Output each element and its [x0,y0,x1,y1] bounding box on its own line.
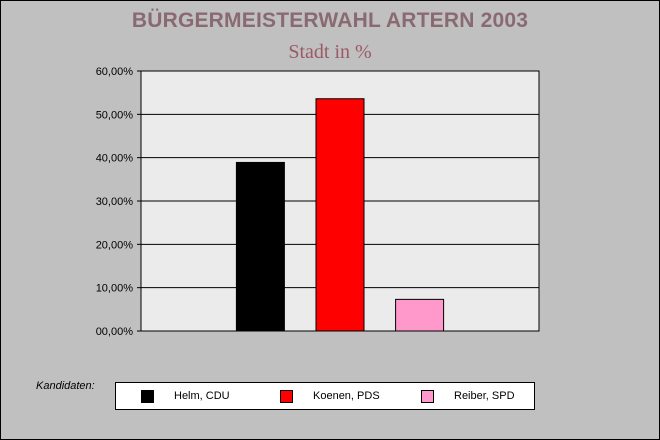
y-tick-label: 10,00% [96,283,134,295]
bar-1 [235,161,285,332]
legend-caption: Kandidaten: [36,380,95,392]
y-tick-label: 40,00% [96,153,134,165]
bar-3 [395,298,445,332]
y-tick-label: 30,00% [96,196,134,208]
legend-swatch-koenen [280,389,293,403]
legend-label-helm: Helm, CDU [174,390,230,402]
chart-title: BÜRGERMEISTERWAHL ARTERN 2003 [131,9,529,32]
y-tick-label: 60,00% [96,66,134,78]
legend-label-reiber: Reiber, SPD [454,390,515,402]
legend: Helm, CDU Koenen, PDS Reiber, SPD [115,382,535,410]
y-tick-label: 20,00% [96,239,134,251]
y-tick-label: 50,00% [96,109,134,121]
legend-swatch-helm [141,389,154,403]
chart-subtitle: Stadt in % [288,41,372,63]
legend-swatch-reiber [421,389,434,403]
legend-item-helm: Helm, CDU [141,389,230,403]
legend-item-koenen: Koenen, PDS [280,389,380,403]
y-tick-label: 00,00% [96,326,134,338]
bar-2 [315,98,365,332]
legend-label-koenen: Koenen, PDS [313,390,380,402]
legend-item-reiber: Reiber, SPD [421,389,515,403]
